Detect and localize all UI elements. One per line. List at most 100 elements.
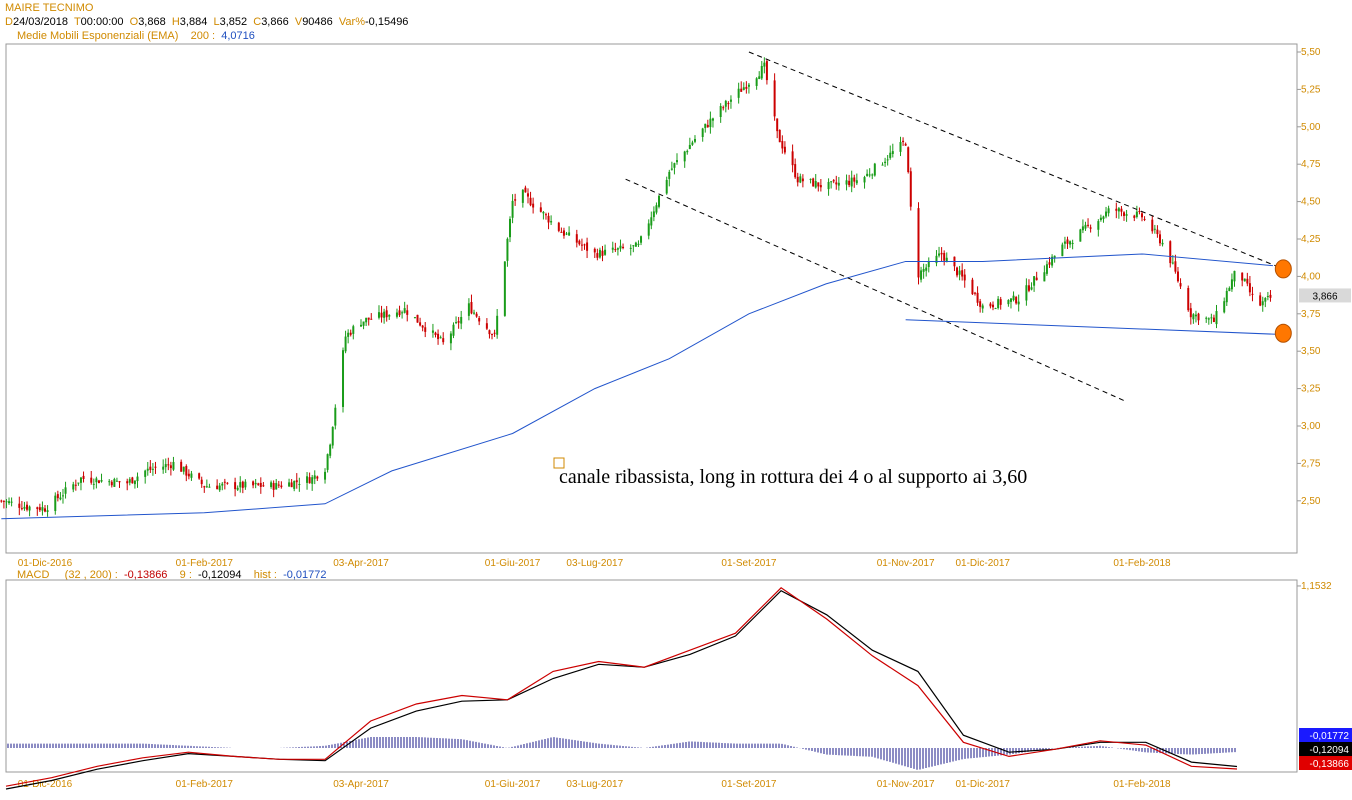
candle-body: [526, 193, 529, 197]
candle-body: [1125, 214, 1128, 216]
candle-body: [1053, 255, 1056, 258]
candle-body: [1048, 262, 1051, 265]
candle-body: [221, 483, 224, 486]
candle-body: [449, 333, 452, 344]
candle-body: [755, 78, 758, 86]
candle-body: [272, 483, 275, 490]
candle-body: [701, 128, 704, 138]
ohlc-volume: 90486: [302, 16, 333, 28]
candle-body: [167, 464, 170, 466]
candle-body: [742, 87, 745, 90]
candle-body: [1187, 288, 1190, 311]
candle-body: [416, 314, 419, 323]
candle-body: [169, 465, 172, 469]
macd-value-badge: [1299, 742, 1352, 756]
candle-body: [848, 180, 851, 186]
candle-body: [812, 178, 815, 187]
candle-body: [421, 325, 424, 328]
candle-body: [424, 327, 427, 332]
candle-body: [311, 477, 314, 484]
candle-body: [634, 242, 637, 247]
candle-body: [326, 454, 329, 470]
ema-period: 200 :: [190, 30, 216, 42]
candle-body: [737, 88, 740, 98]
candle-body: [1243, 278, 1246, 282]
candle-body: [1269, 294, 1272, 298]
candle-body: [997, 298, 1000, 308]
candle-body: [154, 466, 157, 468]
candle-body: [370, 318, 373, 320]
candle-body: [814, 181, 817, 188]
candle-body: [1230, 279, 1233, 290]
candle-body: [562, 230, 565, 236]
candle-body: [10, 501, 13, 503]
candle-body: [1012, 295, 1015, 301]
candle-body: [781, 140, 784, 149]
candle-body: [419, 322, 422, 326]
x-tick-label: 01-Feb-2018: [1113, 779, 1171, 790]
candle-body: [989, 303, 992, 307]
candle-body: [26, 504, 29, 510]
candle-body: [185, 466, 188, 476]
candle-body: [1246, 278, 1249, 284]
x-tick-label: 01-Giu-2017: [485, 558, 541, 569]
candle-body: [113, 478, 116, 487]
x-tick-label: 01-Dic-2016: [18, 779, 73, 790]
candle-body: [1207, 318, 1210, 320]
ohlc-key: Var%: [338, 16, 365, 28]
candle-body: [216, 485, 219, 490]
macd-line: [5, 587, 1238, 787]
candle-body: [629, 247, 632, 249]
candle-body: [82, 475, 85, 480]
candle-body: [347, 332, 350, 337]
candle-body: [306, 476, 309, 483]
candle-body: [380, 312, 383, 318]
candle-body: [187, 473, 190, 477]
candle-body: [598, 249, 601, 258]
candle-body: [97, 480, 100, 484]
candle-body: [920, 270, 923, 280]
candle-body: [503, 261, 506, 316]
candle-body: [688, 144, 691, 150]
candle-body: [205, 486, 208, 488]
candle-body: [329, 444, 332, 456]
candle-body: [640, 236, 643, 243]
candle-body: [349, 332, 352, 335]
candle-body: [1174, 261, 1177, 272]
candle-body: [974, 292, 977, 294]
candle-body: [940, 252, 943, 255]
ohlc-high: 3,884: [179, 16, 208, 28]
candle-body: [218, 485, 221, 491]
candle-body: [835, 182, 838, 185]
candle-body: [1117, 208, 1120, 212]
candle-body: [889, 152, 892, 158]
candle-body: [509, 218, 512, 238]
candle-body: [925, 267, 928, 271]
candle-body: [976, 292, 979, 303]
candle-body: [46, 510, 49, 512]
candle-body: [59, 497, 62, 500]
candle-body: [881, 164, 884, 166]
ohlc-key: T: [73, 16, 81, 28]
candle-body: [162, 466, 165, 470]
candle-body: [1176, 271, 1179, 282]
candle-body: [1264, 298, 1267, 302]
ohlc-time: 00:00:00: [80, 16, 124, 28]
candle-body: [334, 407, 337, 426]
candle-body: [77, 482, 80, 484]
candle-body: [1089, 227, 1092, 229]
candle-body: [38, 507, 41, 511]
candle-body: [28, 506, 31, 511]
candle-body: [1035, 277, 1038, 281]
candle-body: [1205, 317, 1208, 319]
candle-body: [1179, 283, 1182, 287]
candle-body: [54, 495, 57, 511]
candle-body: [979, 301, 982, 307]
candle-body: [56, 494, 59, 499]
candle-body: [200, 479, 203, 485]
candle-body: [1061, 244, 1064, 257]
macd-panel-frame: [5, 579, 1298, 773]
candle-body: [1007, 300, 1010, 305]
candle-body: [1043, 272, 1046, 282]
candle-body: [254, 482, 257, 485]
